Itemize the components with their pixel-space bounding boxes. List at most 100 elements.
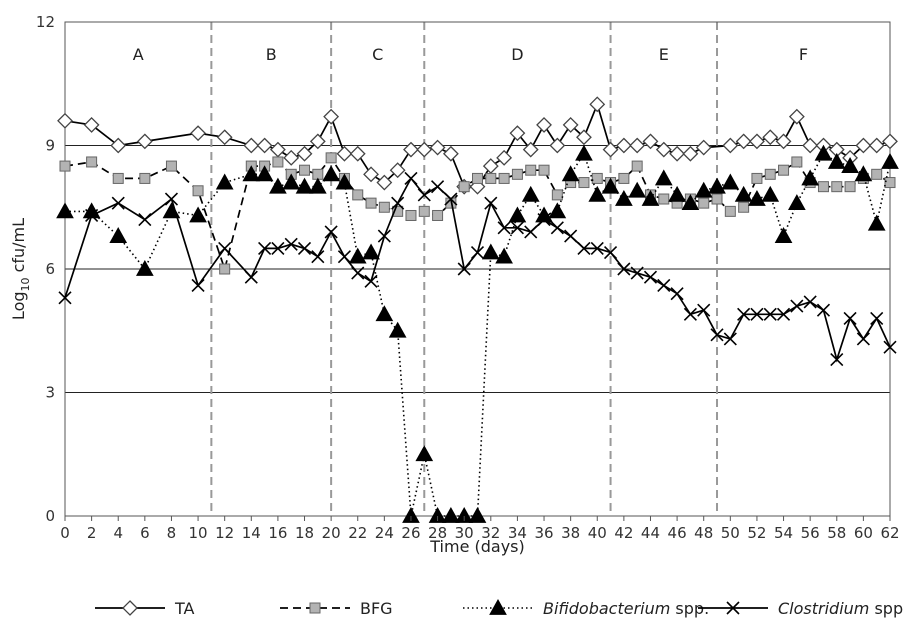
data-point: [296, 145, 313, 162]
data-point: [577, 241, 591, 255]
data-point: [389, 162, 406, 179]
data-point: [697, 303, 711, 317]
y-axis-title-rest: cfu/mL: [9, 218, 28, 278]
data-point: [856, 332, 870, 346]
data-point: [322, 165, 340, 182]
data-point: [295, 177, 314, 194]
x-tick-label: 20: [322, 524, 341, 542]
data-point: [564, 229, 578, 243]
data-point: [710, 328, 724, 342]
data-point: [817, 181, 829, 193]
phase-label: F: [799, 45, 808, 64]
legend-label-suffix: spp.: [670, 599, 709, 618]
data-point: [444, 192, 458, 206]
data-point: [429, 139, 446, 156]
data-point: [497, 221, 511, 235]
data-point: [764, 168, 776, 180]
legend-marker: [309, 602, 321, 614]
data-point: [376, 174, 393, 191]
data-point: [57, 112, 73, 129]
data-point: [482, 158, 499, 175]
data-point: [391, 196, 405, 210]
data-point: [750, 307, 764, 321]
data-point: [215, 173, 234, 190]
phase-label: B: [266, 45, 277, 64]
data-point: [364, 274, 378, 288]
x-tick-label: 18: [295, 524, 314, 542]
data-point: [615, 189, 633, 206]
data-point: [576, 129, 592, 146]
data-point: [830, 353, 844, 367]
y-tick-label: 9: [45, 137, 55, 155]
data-point: [749, 133, 765, 150]
data-point: [617, 262, 631, 276]
x-tick-label: 14: [242, 524, 261, 542]
data-point: [761, 185, 780, 202]
data-point: [258, 241, 272, 255]
data-point: [668, 185, 686, 202]
data-point: [337, 250, 352, 264]
series-line: [64, 176, 891, 363]
x-tick-label: 26: [401, 524, 420, 542]
data-point: [362, 243, 380, 260]
data-point: [508, 206, 527, 223]
data-point: [415, 445, 434, 462]
data-point: [788, 108, 805, 125]
data-point: [335, 173, 354, 190]
data-point: [85, 208, 99, 223]
legend-label: BFG: [360, 599, 393, 618]
data-point: [642, 133, 659, 150]
data-point: [190, 125, 206, 142]
data-point: [272, 156, 284, 168]
x-tick-label: 28: [428, 524, 447, 542]
data-point: [882, 133, 898, 150]
data-point: [854, 165, 873, 182]
data-point: [788, 194, 806, 211]
data-point: [138, 213, 152, 227]
data-point: [884, 177, 896, 189]
data-point: [189, 206, 207, 223]
data-point: [589, 96, 606, 113]
data-point: [442, 506, 460, 523]
data-series: [56, 96, 899, 523]
x-tick-label: 54: [774, 524, 793, 542]
data-point: [297, 241, 312, 255]
data-point: [309, 133, 326, 150]
legend-marker: [122, 600, 138, 616]
data-point: [588, 185, 607, 202]
data-point: [735, 133, 752, 150]
y-tick-label: 0: [45, 507, 55, 525]
x-tick-label: 24: [375, 524, 394, 542]
legend-marker: [726, 601, 740, 615]
data-point: [510, 221, 524, 235]
y-tick-label: 12: [36, 13, 55, 31]
legend-label-suffix: spp.: [869, 599, 904, 618]
data-point: [112, 172, 124, 184]
data-point: [655, 141, 672, 158]
data-point: [681, 194, 700, 211]
x-tick-label: 56: [801, 524, 820, 542]
legend-label-name: TA: [174, 599, 195, 618]
x-tick-label: 30: [455, 524, 474, 542]
data-point: [724, 205, 736, 217]
data-point: [511, 168, 523, 180]
data-point: [658, 193, 670, 205]
data-point: [669, 145, 686, 162]
data-point: [602, 141, 619, 158]
data-point: [59, 160, 71, 172]
data-point: [615, 137, 632, 154]
data-point: [814, 144, 833, 161]
data-point: [470, 245, 485, 260]
data-point: [416, 141, 433, 158]
series-1: [59, 152, 896, 275]
legend-item: Clostridium spp.: [698, 599, 904, 618]
x-tick-label: 36: [534, 524, 553, 542]
phase-boundaries: [210, 22, 719, 516]
data-point: [299, 164, 311, 176]
legend-label: Bifidobacterium spp.: [543, 599, 709, 618]
data-point: [561, 165, 580, 182]
data-point: [748, 189, 766, 206]
data-point: [551, 189, 563, 201]
x-tick-label: 4: [113, 524, 123, 542]
